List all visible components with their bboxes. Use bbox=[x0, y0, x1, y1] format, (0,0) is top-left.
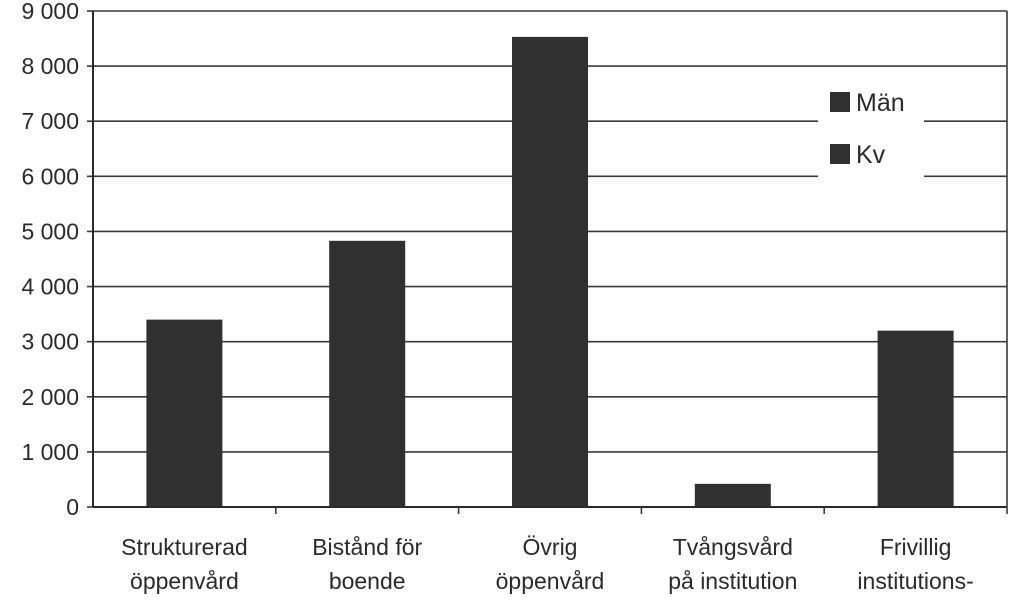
x-tick-label: Strukturerad bbox=[121, 534, 248, 560]
x-tick-label: Övrig bbox=[523, 534, 578, 560]
bar bbox=[694, 483, 771, 507]
axes bbox=[87, 10, 1008, 514]
x-tick-label: boende bbox=[329, 568, 406, 594]
bar bbox=[512, 36, 588, 507]
legend-swatch bbox=[830, 144, 850, 164]
y-tick-label: 9 000 bbox=[21, 0, 79, 24]
x-tick-label: Bistånd för bbox=[312, 534, 422, 560]
bar bbox=[877, 330, 954, 507]
legend-entry: Män bbox=[856, 89, 905, 117]
bar bbox=[329, 240, 406, 507]
x-tick-label: Frivillig bbox=[880, 534, 952, 560]
legend-entry: Kv bbox=[856, 141, 886, 169]
x-tick-label: på institution bbox=[668, 568, 797, 594]
y-tick-label: 0 bbox=[66, 494, 79, 520]
y-tick-label: 2 000 bbox=[21, 384, 79, 410]
bars bbox=[146, 36, 954, 507]
y-tick-label: 3 000 bbox=[21, 329, 79, 355]
y-tick-label: 4 000 bbox=[21, 274, 79, 300]
x-tick-label: öppenvård bbox=[496, 568, 605, 594]
y-tick-label: 8 000 bbox=[21, 53, 79, 79]
x-tick-label: Tvångsvård bbox=[673, 534, 793, 560]
y-tick-label: 1 000 bbox=[21, 439, 79, 465]
bar bbox=[146, 319, 223, 507]
y-tick-label: 5 000 bbox=[21, 218, 79, 244]
y-tick-label: 7 000 bbox=[21, 108, 79, 134]
legend-swatch bbox=[830, 92, 850, 112]
legend: Män Kv bbox=[818, 82, 924, 182]
x-tick-label: öppenvård bbox=[130, 568, 239, 594]
y-tick-labels: 0 1 000 2 000 3 000 4 000 5 000 6 000 7 000 8 00… bbox=[21, 0, 79, 520]
x-tick-labels: Strukturerad öppenvård Bistånd för boende Öv… bbox=[121, 534, 974, 594]
x-tick-label: institutions- bbox=[857, 568, 973, 594]
y-tick-label: 6 000 bbox=[21, 163, 79, 189]
